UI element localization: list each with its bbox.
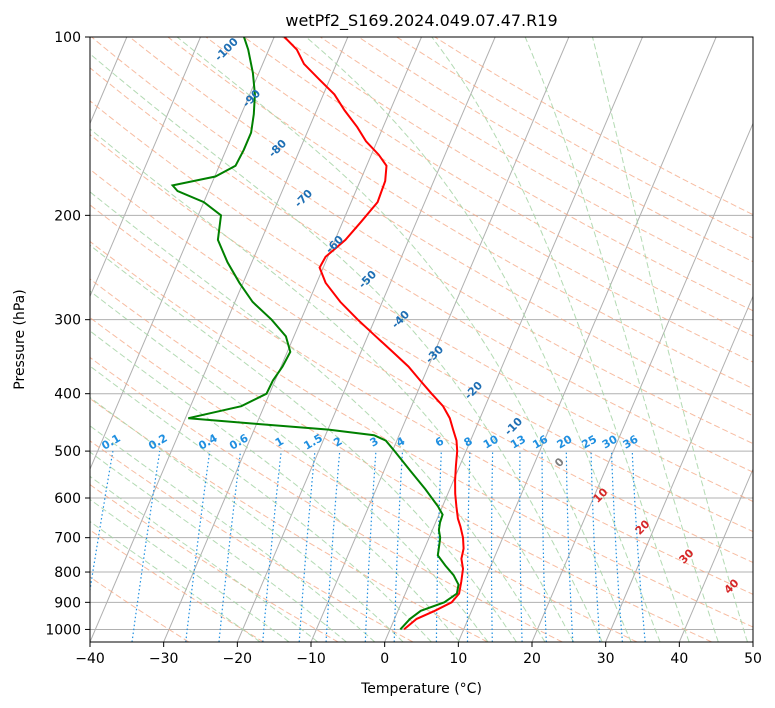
dry-adiabat-line — [129, 37, 753, 417]
mixing-ratio-line — [185, 451, 211, 642]
moist-adiabat-line — [305, 37, 661, 642]
dry-adiabat-line — [167, 37, 753, 390]
y-axis-title: Pressure (hPa) — [12, 289, 28, 389]
moist-adiabat-line — [90, 520, 261, 642]
mixing-ratio-line — [218, 451, 242, 642]
isotherm-line — [90, 37, 275, 471]
dry-adiabat-line — [205, 37, 753, 363]
x-tick-label: −40 — [75, 651, 105, 667]
isotherm-line — [90, 37, 349, 642]
x-tick-label: 40 — [670, 651, 688, 667]
isotherm-line — [457, 37, 717, 642]
moist-adiabat-line — [90, 365, 432, 642]
moist-adiabat-line — [90, 425, 376, 642]
x-tick-label: −20 — [223, 651, 253, 667]
dry-adiabat-line — [396, 37, 753, 239]
moist-adiabat-line — [90, 244, 517, 642]
dry-adiabat-line — [90, 484, 339, 642]
y-tick-label: 300 — [54, 313, 81, 329]
isotherm-line — [90, 37, 201, 298]
moist-adiabat-line — [90, 53, 603, 642]
y-tick-label: 500 — [54, 444, 81, 460]
x-tick-label: −10 — [296, 651, 326, 667]
mixing-ratio-line — [90, 450, 114, 594]
isotherm-line — [678, 467, 753, 642]
dry-adiabat-line — [90, 240, 753, 628]
x-tick-label: 50 — [744, 651, 762, 667]
y-tick-label: 100 — [54, 30, 81, 46]
moist-adiabat-line — [592, 37, 748, 642]
moist-adiabat-line — [90, 396, 404, 642]
isotherm-line — [531, 122, 753, 642]
moist-adiabat-line — [524, 37, 719, 642]
moist-adiabat-line — [90, 451, 347, 642]
mixing-ratio-line — [131, 451, 161, 642]
x-tick-label: −30 — [149, 651, 179, 667]
x-tick-label: 20 — [523, 651, 541, 667]
isotherm-line — [236, 37, 496, 642]
moist-adiabat-line — [90, 475, 319, 642]
dry-adiabat-line — [90, 168, 753, 564]
temperature-profile — [283, 37, 465, 631]
y-tick-label: 700 — [54, 531, 81, 547]
dry-adiabat-line — [282, 37, 753, 312]
moist-adiabat-line — [90, 330, 461, 642]
chart-title: wetPf2_S169.2024.049.07.47.R19 — [285, 11, 557, 31]
x-tick-label: 30 — [597, 651, 615, 667]
y-tick-label: 1000 — [45, 622, 81, 638]
dry-adiabat-line — [90, 67, 753, 473]
axes: −40 −30 −20 −10 0 10 20 30 40 50 1000 900 800 700 600 5… — [45, 30, 762, 667]
moist-adiabat-line — [90, 191, 546, 642]
dewpoint-profile — [170, 37, 460, 631]
isotherm-line — [384, 37, 643, 642]
moist-adiabat-line — [90, 290, 489, 642]
isotherm-line — [605, 295, 753, 642]
diagram-background-lines — [90, 37, 753, 642]
dry-adiabat-line — [320, 37, 753, 287]
isotherm-line — [163, 37, 422, 642]
x-tick-label: 0 — [380, 651, 389, 667]
y-tick-label: 600 — [54, 491, 81, 507]
y-tick-label: 200 — [54, 208, 81, 224]
moist-adiabat-line — [176, 37, 632, 642]
dry-adiabat-line — [90, 100, 753, 502]
dry-adiabat-line — [90, 440, 414, 642]
dry-adiabat-line — [434, 37, 753, 216]
plot-frame — [89, 36, 754, 643]
moist-adiabat-line — [431, 37, 690, 642]
y-tick-label: 800 — [54, 565, 81, 581]
sounding-profiles — [170, 37, 465, 631]
x-axis-title: Temperature (°C) — [360, 681, 482, 697]
dry-adiabat-line — [91, 37, 753, 445]
dry-adiabat-line — [90, 278, 712, 642]
y-tick-label: 900 — [54, 595, 81, 611]
dry-adiabat-line — [90, 134, 753, 533]
y-tick-label: 400 — [54, 387, 81, 403]
moist-adiabat-line — [90, 128, 575, 642]
x-tick-label: 10 — [449, 651, 467, 667]
